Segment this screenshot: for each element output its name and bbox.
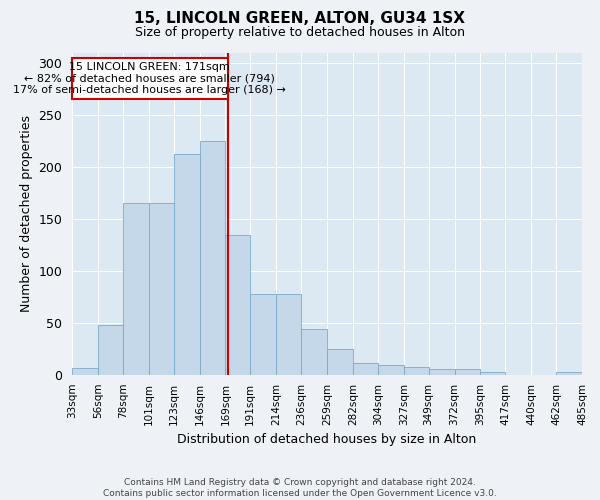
Bar bbox=[301, 329, 327, 375]
X-axis label: Distribution of detached houses by size in Alton: Distribution of detached houses by size … bbox=[178, 433, 476, 446]
Bar bbox=[276, 294, 301, 375]
Bar bbox=[353, 362, 378, 375]
Text: 15 LINCOLN GREEN: 171sqm: 15 LINCOLN GREEN: 171sqm bbox=[70, 62, 230, 72]
Text: 15, LINCOLN GREEN, ALTON, GU34 1SX: 15, LINCOLN GREEN, ALTON, GU34 1SX bbox=[134, 11, 466, 26]
Bar bbox=[149, 204, 173, 375]
Bar bbox=[428, 369, 455, 375]
Y-axis label: Number of detached properties: Number of detached properties bbox=[20, 116, 33, 312]
Text: Contains HM Land Registry data © Crown copyright and database right 2024.
Contai: Contains HM Land Registry data © Crown c… bbox=[103, 478, 497, 498]
Bar bbox=[98, 325, 123, 375]
Bar bbox=[72, 368, 98, 375]
Bar bbox=[556, 372, 582, 375]
Bar bbox=[455, 369, 481, 375]
Text: ← 82% of detached houses are smaller (794): ← 82% of detached houses are smaller (79… bbox=[25, 74, 275, 84]
Bar bbox=[173, 154, 199, 375]
Bar bbox=[123, 204, 149, 375]
Bar bbox=[250, 294, 276, 375]
Bar bbox=[481, 372, 505, 375]
Bar bbox=[226, 234, 250, 375]
Text: Size of property relative to detached houses in Alton: Size of property relative to detached ho… bbox=[135, 26, 465, 39]
Text: 17% of semi-detached houses are larger (168) →: 17% of semi-detached houses are larger (… bbox=[13, 85, 286, 95]
Bar bbox=[327, 349, 353, 375]
Bar bbox=[404, 366, 428, 375]
Bar bbox=[200, 141, 226, 375]
Bar bbox=[378, 364, 404, 375]
FancyBboxPatch shape bbox=[72, 58, 228, 100]
